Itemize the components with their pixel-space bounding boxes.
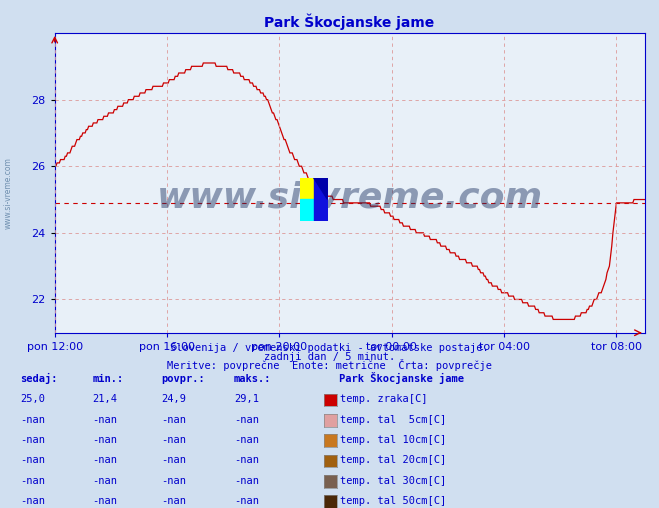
Text: povpr.:: povpr.:: [161, 374, 205, 384]
Text: -nan: -nan: [92, 435, 117, 445]
Text: -nan: -nan: [20, 415, 45, 425]
Text: www.si-vreme.com: www.si-vreme.com: [3, 157, 13, 229]
Text: 29,1: 29,1: [234, 394, 259, 404]
Text: temp. tal  5cm[C]: temp. tal 5cm[C]: [340, 415, 446, 425]
Text: -nan: -nan: [234, 496, 259, 506]
Text: temp. tal 30cm[C]: temp. tal 30cm[C]: [340, 475, 446, 486]
Text: maks.:: maks.:: [234, 374, 272, 384]
Text: temp. tal 50cm[C]: temp. tal 50cm[C]: [340, 496, 446, 506]
Polygon shape: [314, 178, 328, 221]
Text: www.si-vreme.com: www.si-vreme.com: [157, 181, 542, 215]
Text: -nan: -nan: [161, 455, 186, 465]
Text: temp. zraka[C]: temp. zraka[C]: [340, 394, 428, 404]
Text: -nan: -nan: [161, 435, 186, 445]
Text: temp. tal 10cm[C]: temp. tal 10cm[C]: [340, 435, 446, 445]
Text: -nan: -nan: [234, 455, 259, 465]
Text: 21,4: 21,4: [92, 394, 117, 404]
Polygon shape: [300, 200, 314, 221]
Text: -nan: -nan: [161, 496, 186, 506]
Text: 25,0: 25,0: [20, 394, 45, 404]
Text: -nan: -nan: [92, 415, 117, 425]
Text: sedaj:: sedaj:: [20, 373, 57, 384]
Text: Slovenija / vremenski podatki - avtomatske postaje.: Slovenija / vremenski podatki - avtomats…: [170, 342, 489, 353]
Text: zadnji dan / 5 minut.: zadnji dan / 5 minut.: [264, 352, 395, 362]
Text: -nan: -nan: [92, 455, 117, 465]
Text: -nan: -nan: [161, 475, 186, 486]
Text: -nan: -nan: [234, 435, 259, 445]
Text: min.:: min.:: [92, 374, 123, 384]
Text: -nan: -nan: [92, 475, 117, 486]
Text: -nan: -nan: [20, 496, 45, 506]
Text: -nan: -nan: [20, 475, 45, 486]
Title: Park Škocjanske jame: Park Škocjanske jame: [264, 14, 435, 30]
Text: 24,9: 24,9: [161, 394, 186, 404]
Text: -nan: -nan: [161, 415, 186, 425]
Text: -nan: -nan: [234, 415, 259, 425]
Polygon shape: [300, 178, 314, 200]
Text: -nan: -nan: [92, 496, 117, 506]
Text: Meritve: povprečne  Enote: metrične  Črta: povprečje: Meritve: povprečne Enote: metrične Črta:…: [167, 359, 492, 371]
Text: temp. tal 20cm[C]: temp. tal 20cm[C]: [340, 455, 446, 465]
Polygon shape: [314, 178, 328, 200]
Text: -nan: -nan: [20, 455, 45, 465]
Text: -nan: -nan: [20, 435, 45, 445]
Text: Park Škocjanske jame: Park Škocjanske jame: [339, 372, 465, 384]
Text: -nan: -nan: [234, 475, 259, 486]
